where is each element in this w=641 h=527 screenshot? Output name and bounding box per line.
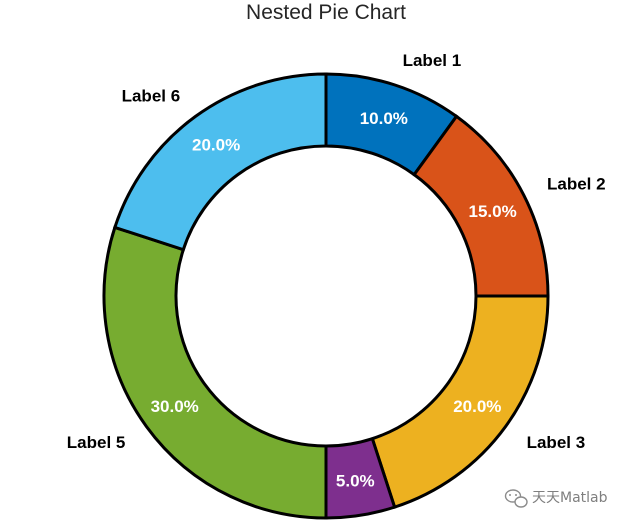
pie-slice-5 — [102, 225, 328, 520]
pie-slice-6 — [112, 72, 328, 252]
slice-label-5: Label 5 — [67, 433, 126, 452]
slice-percent-4: 5.0% — [336, 472, 375, 491]
slice-percent-1: 10.0% — [360, 109, 408, 128]
slice-percent-3: 20.0% — [453, 397, 501, 416]
slice-label-1: Label 1 — [403, 51, 462, 70]
slice-label-3: Label 3 — [527, 433, 586, 452]
watermark: 天天Matlab — [504, 489, 608, 508]
wechat-icon — [504, 489, 528, 508]
slice-percent-2: 15.0% — [468, 202, 516, 221]
slice-label-2: Label 2 — [547, 174, 606, 193]
slice-percent-6: 20.0% — [192, 136, 240, 155]
slices-layer — [102, 72, 550, 520]
slice-label-6: Label 6 — [122, 86, 181, 105]
percent-labels: 10.0% 15.0% 20.0% 5.0% 30.0% 20.0% — [151, 109, 517, 491]
watermark-text: 天天Matlab — [532, 490, 608, 506]
chart-title: Nested Pie Chart — [246, 1, 406, 24]
slice-percent-5: 30.0% — [151, 397, 199, 416]
